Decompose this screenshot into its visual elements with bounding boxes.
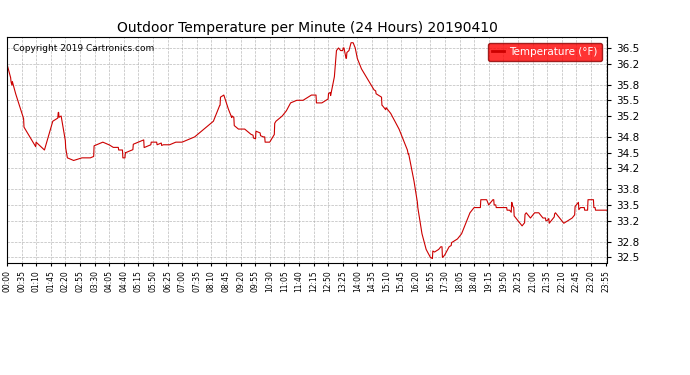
Title: Outdoor Temperature per Minute (24 Hours) 20190410: Outdoor Temperature per Minute (24 Hours…: [117, 21, 497, 35]
Text: Copyright 2019 Cartronics.com: Copyright 2019 Cartronics.com: [13, 44, 154, 53]
Legend: Temperature (°F): Temperature (°F): [488, 43, 602, 61]
